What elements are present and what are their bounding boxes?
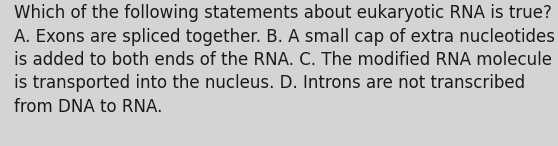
Text: Which of the following statements about eukaryotic RNA is true?
A. Exons are spl: Which of the following statements about … [14, 4, 555, 116]
